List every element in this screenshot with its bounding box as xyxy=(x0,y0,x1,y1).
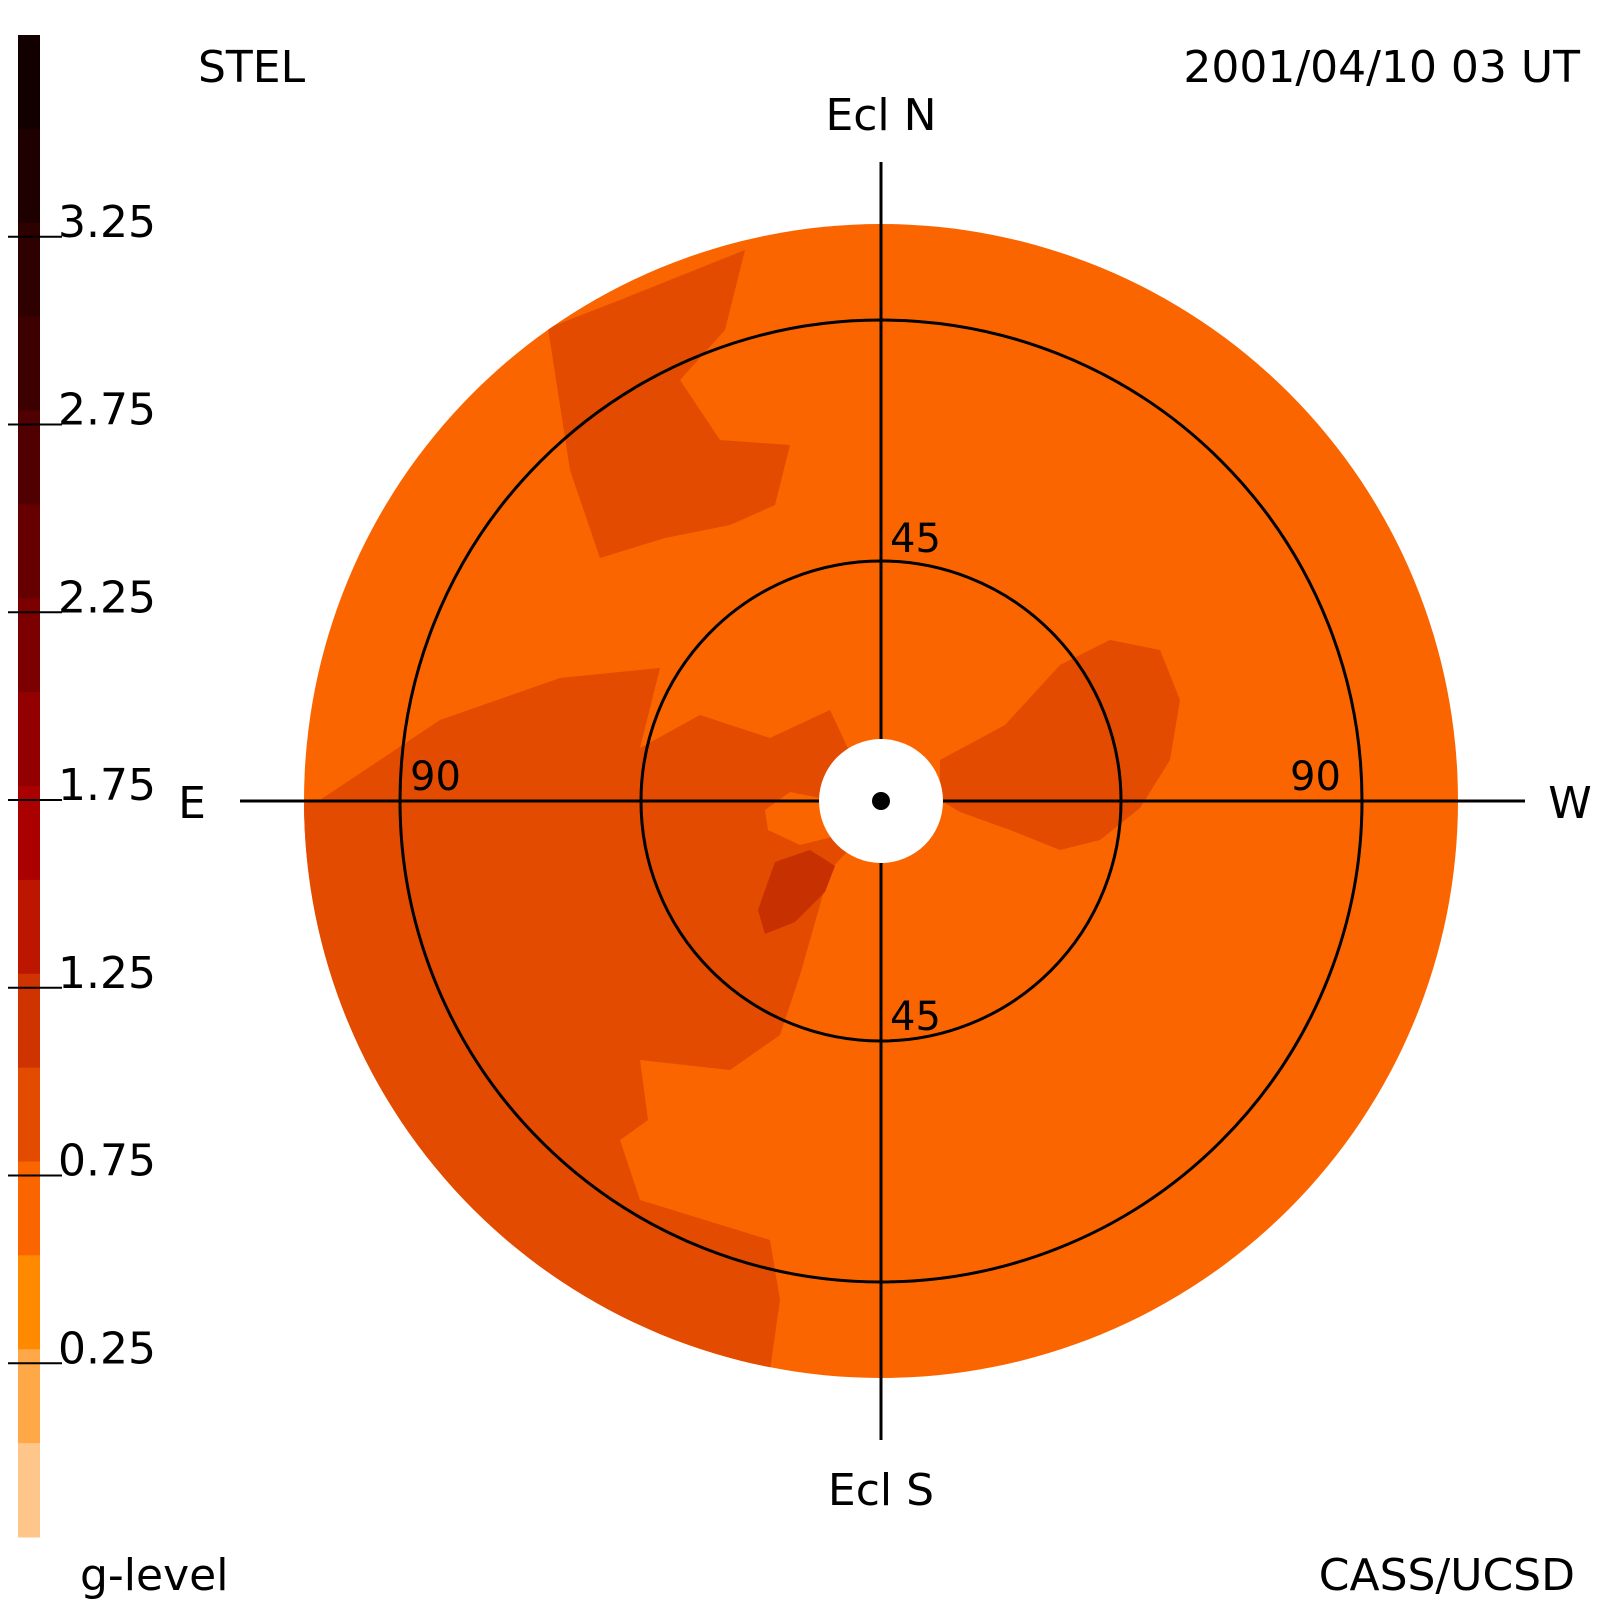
sky-map xyxy=(240,162,1525,1440)
credit-label: CASS/UCSD xyxy=(1319,1550,1575,1600)
colorbar-band xyxy=(18,1067,40,1162)
colorbar-tick-label: 1.75 xyxy=(58,760,156,811)
colorbar-tick-label: 0.75 xyxy=(58,1136,156,1187)
ring-label-45-bottom: 45 xyxy=(890,994,941,1040)
colorbar-label: g-level xyxy=(80,1550,228,1600)
ring-label-90-right: 90 xyxy=(1290,754,1341,800)
colorbar-band xyxy=(18,222,40,318)
colorbar-band xyxy=(18,1443,40,1538)
map-region-high xyxy=(758,850,835,934)
instrument-label: STEL xyxy=(198,42,306,93)
colorbar-band xyxy=(18,973,40,1069)
colorbar-tick-label: 0.25 xyxy=(58,1323,156,1374)
colorbar-tick-label: 2.75 xyxy=(58,385,156,436)
colorbar-tick-label: 2.25 xyxy=(58,572,156,623)
map-region-northeast xyxy=(548,250,790,558)
direction-south: Ecl S xyxy=(828,1465,934,1516)
colorbar-tick-label: 3.25 xyxy=(58,197,156,248)
direction-north: Ecl N xyxy=(825,90,936,141)
colorbar-band xyxy=(18,692,40,787)
colorbar xyxy=(18,35,40,1538)
sun-marker xyxy=(872,792,890,810)
ring-label-45-top: 45 xyxy=(890,516,941,562)
ring-label-90-left: 90 xyxy=(410,754,461,800)
timestamp-label: 2001/04/10 03 UT xyxy=(1183,42,1580,93)
colorbar-band xyxy=(18,1255,40,1350)
colorbar-band xyxy=(18,598,40,693)
direction-west: W xyxy=(1548,778,1592,829)
colorbar-band xyxy=(18,316,40,411)
colorbar-band xyxy=(18,1161,40,1256)
colorbar-ticks: 3.25 2.75 2.25 1.75 1.25 0.75 0.25 xyxy=(8,197,156,1374)
colorbar-tick-label: 1.25 xyxy=(58,948,156,999)
colorbar-band xyxy=(18,410,40,505)
colorbar-band xyxy=(18,128,40,224)
colorbar-band xyxy=(18,504,40,599)
colorbar-band xyxy=(18,35,40,130)
colorbar-band xyxy=(18,1349,40,1444)
colorbar-band xyxy=(18,879,40,975)
direction-east: E xyxy=(178,778,206,829)
colorbar-band xyxy=(18,786,40,881)
